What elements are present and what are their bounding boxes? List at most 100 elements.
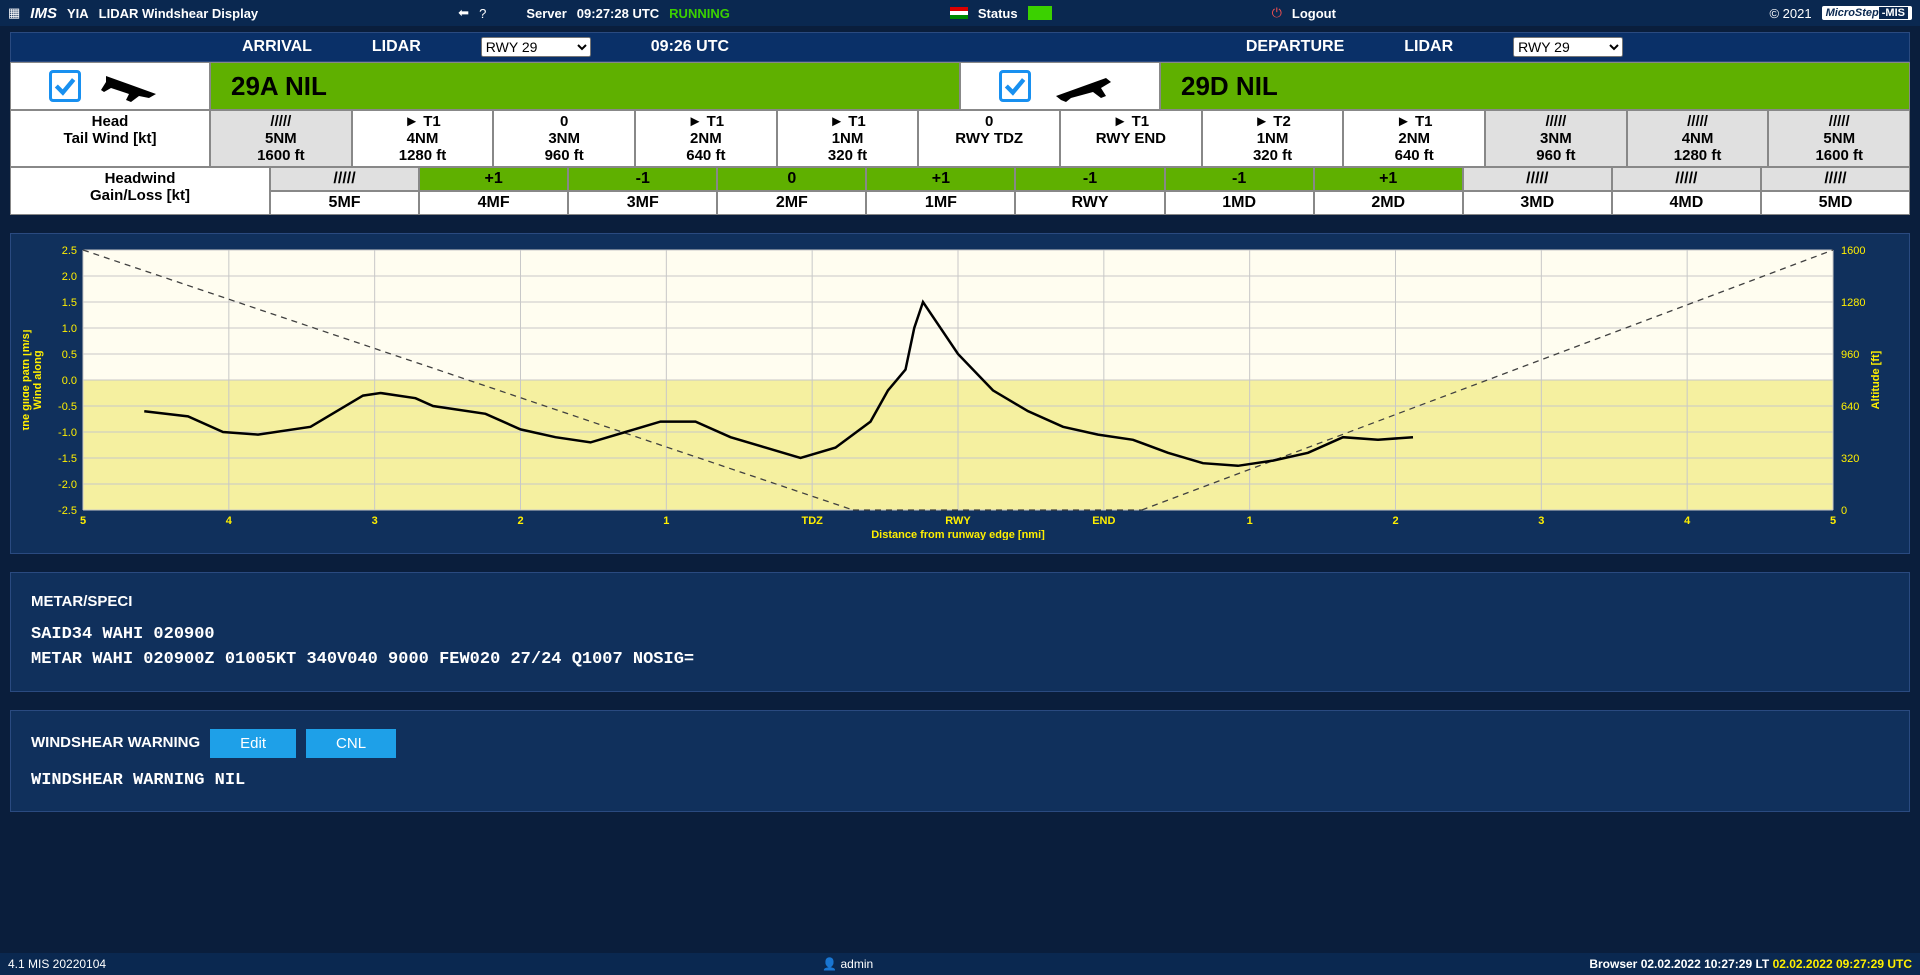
- gainloss-cell: +1: [866, 167, 1015, 191]
- data-cell: ► T12NM640 ft: [1343, 110, 1485, 167]
- back-icon[interactable]: ⬅: [458, 5, 469, 21]
- svg-text:0.0: 0.0: [62, 375, 77, 387]
- svg-text:4: 4: [226, 515, 233, 527]
- page-title: LIDAR Windshear Display: [99, 6, 259, 21]
- data-cell: /////3NM960 ft: [1485, 110, 1627, 167]
- lidar-label-2: LIDAR: [1404, 38, 1453, 56]
- arrival-check[interactable]: [49, 70, 81, 102]
- svg-text:RWY: RWY: [945, 515, 971, 527]
- svg-text:-1.0: -1.0: [58, 427, 77, 439]
- wind-chart-panel: -2.5-2.0-1.5-1.0-0.50.00.51.01.52.02.554…: [10, 233, 1910, 554]
- gainloss-loc-cell: 1MF: [866, 191, 1015, 215]
- local-time: 02.02.2022 10:27:29 LT: [1641, 957, 1770, 971]
- svg-text:0.5: 0.5: [62, 349, 77, 361]
- copyright: © 2021: [1769, 6, 1811, 21]
- svg-text:Distance from runway edge [nmi: Distance from runway edge [nmi]: [871, 529, 1045, 540]
- help-icon[interactable]: ?: [479, 6, 486, 21]
- gainloss-loc-cell: 4MD: [1612, 191, 1761, 215]
- browser-label: Browser: [1589, 957, 1637, 971]
- version-label: 4.1 MIS 20220104: [8, 957, 106, 971]
- gainloss-cell: 0: [717, 167, 866, 191]
- server-state: RUNNING: [669, 6, 730, 21]
- data-cell: /////4NM1280 ft: [1627, 110, 1769, 167]
- flag-icon: [950, 7, 968, 19]
- logout-icon[interactable]: ⏻: [1272, 5, 1282, 21]
- gainloss-loc-cell: 2MF: [717, 191, 866, 215]
- svg-text:END: END: [1092, 515, 1115, 527]
- svg-text:1280: 1280: [1841, 297, 1865, 309]
- arrival-rwy-select[interactable]: RWY 29: [481, 37, 591, 57]
- gainloss-cell: +1: [1314, 167, 1463, 191]
- vendor-brand: MicroStep-MIS: [1822, 6, 1912, 20]
- svg-text:TDZ: TDZ: [801, 515, 823, 527]
- svg-text:1: 1: [1247, 515, 1253, 527]
- arrival-label: ARRIVAL: [242, 38, 312, 56]
- head-label: Head: [11, 113, 209, 130]
- svg-text:3: 3: [372, 515, 378, 527]
- svg-text:1.5: 1.5: [62, 297, 77, 309]
- gainloss-cell: /////: [1463, 167, 1612, 191]
- departure-icon-box: [960, 62, 1160, 110]
- gainloss-loc-cell: 5MD: [1761, 191, 1910, 215]
- gainloss-cell: +1: [419, 167, 568, 191]
- gainloss-loc-cell: 3MF: [568, 191, 717, 215]
- lidar-label: LIDAR: [372, 38, 421, 56]
- svg-text:320: 320: [1841, 453, 1859, 465]
- svg-text:2: 2: [1392, 515, 1398, 527]
- gainloss-cell: /////: [1761, 167, 1910, 191]
- logout-link[interactable]: Logout: [1292, 6, 1336, 21]
- svg-text:5: 5: [1830, 515, 1836, 527]
- gainloss-cell: -1: [568, 167, 717, 191]
- edit-button[interactable]: Edit: [210, 729, 296, 758]
- svg-text:640: 640: [1841, 401, 1859, 413]
- svg-text:5: 5: [80, 515, 86, 527]
- arrival-badge-label: 29A NIL: [210, 62, 960, 110]
- departure-badge-label: 29D NIL: [1160, 62, 1910, 110]
- departure-rwy-select[interactable]: RWY 29: [1513, 37, 1623, 57]
- departure-label: DEPARTURE: [1246, 38, 1344, 56]
- site-label: YIA: [67, 6, 89, 21]
- cnl-button[interactable]: CNL: [306, 729, 396, 758]
- server-label: Server: [526, 6, 566, 21]
- mode-row: ARRIVAL LIDAR RWY 29 09:26 UTC DEPARTURE…: [10, 32, 1910, 62]
- gainloss-loc-cell: 1MD: [1165, 191, 1314, 215]
- user-icon: 👤: [822, 957, 837, 971]
- top-bar: ▦ IMS YIA LIDAR Windshear Display ⬅ ? Se…: [0, 0, 1920, 26]
- departure-plane-icon: [1051, 68, 1121, 104]
- svg-text:the glide path [m/s]: the glide path [m/s]: [23, 329, 32, 430]
- head-tail-table: Head Tail Wind [kt] /////5NM1600 ft► T14…: [10, 110, 1910, 167]
- svg-text:1600: 1600: [1841, 245, 1865, 257]
- arrival-icon-box: [10, 62, 210, 110]
- tail-label: Tail Wind [kt]: [11, 130, 209, 147]
- gainloss-table: Headwind Gain/Loss [kt] /////+1-10+1-1-1…: [10, 167, 1910, 215]
- utc-time: 02.02.2022 09:27:29 UTC: [1773, 957, 1912, 971]
- svg-text:-1.5: -1.5: [58, 453, 77, 465]
- metar-line2: METAR WAHI 020900Z 01005KT 340V040 9000 …: [31, 647, 1889, 673]
- svg-text:2.0: 2.0: [62, 271, 77, 283]
- status-label: Status: [978, 6, 1018, 21]
- data-cell: 0RWY TDZ: [918, 110, 1060, 167]
- departure-check[interactable]: [999, 70, 1031, 102]
- gainloss-cell: -1: [1165, 167, 1314, 191]
- gainloss-loc-cell: 4MF: [419, 191, 568, 215]
- gainloss-loc-cell: 3MD: [1463, 191, 1612, 215]
- data-time: 09:26 UTC: [651, 38, 729, 56]
- gainloss-cell: -1: [1015, 167, 1164, 191]
- metar-line1: SAID34 WAHI 020900: [31, 622, 1889, 648]
- svg-text:Wind along: Wind along: [32, 350, 44, 409]
- user-label: admin: [841, 957, 874, 971]
- gainloss-loc-cell: 2MD: [1314, 191, 1463, 215]
- metar-panel: METAR/SPECI SAID34 WAHI 020900 METAR WAH…: [10, 572, 1910, 692]
- data-cell: 03NM960 ft: [493, 110, 635, 167]
- data-cell: /////5NM1600 ft: [210, 110, 352, 167]
- wind-chart: -2.5-2.0-1.5-1.0-0.50.00.51.01.52.02.554…: [23, 244, 1893, 540]
- arrival-plane-icon: [101, 68, 171, 104]
- footer-bar: 4.1 MIS 20220104 👤 admin Browser 02.02.2…: [0, 953, 1920, 975]
- warning-message: WINDSHEAR WARNING NIL: [31, 768, 1889, 794]
- svg-text:-0.5: -0.5: [58, 401, 77, 413]
- gainloss-cell: /////: [270, 167, 419, 191]
- svg-text:3: 3: [1538, 515, 1544, 527]
- svg-text:2.5: 2.5: [62, 245, 77, 257]
- svg-text:0: 0: [1841, 505, 1847, 517]
- gainloss-label: Gain/Loss [kt]: [11, 187, 269, 204]
